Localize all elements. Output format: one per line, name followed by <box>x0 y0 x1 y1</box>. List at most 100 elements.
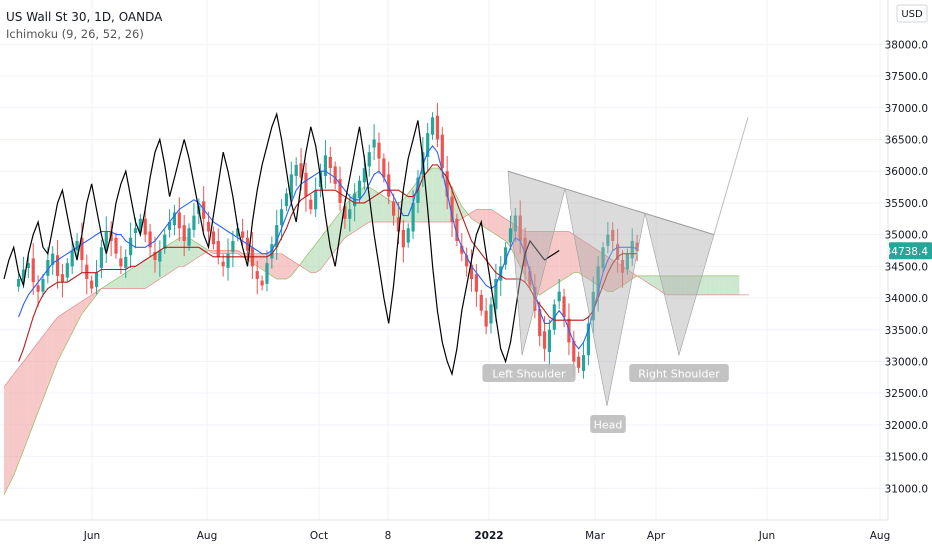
candle-body <box>538 309 542 337</box>
cloud-segment <box>28 348 34 438</box>
cloud-segment <box>422 171 428 222</box>
candle-body <box>299 163 303 178</box>
candle-body <box>17 279 21 287</box>
candle-body <box>377 142 381 159</box>
candle-body <box>581 355 586 371</box>
candle-body <box>221 261 225 267</box>
time-tick-label: Jun <box>83 530 100 542</box>
candle-body <box>426 133 430 157</box>
cloud-segment <box>427 168 433 222</box>
candle-body <box>508 228 513 243</box>
candle-body <box>504 247 508 265</box>
cloud-segment <box>320 231 326 270</box>
cloud-segment <box>646 275 652 286</box>
annotation-text: Head <box>594 419 623 432</box>
cloud-segment <box>690 275 696 295</box>
cloud-segment <box>666 275 672 295</box>
indicator-label[interactable]: Ichimoku (9, 26, 52, 26) <box>6 27 144 41</box>
candle-body <box>26 263 30 268</box>
candle-body <box>562 296 566 318</box>
symbol-title[interactable]: US Wall St 30, 1D, OANDA <box>6 10 163 24</box>
candle-body <box>572 340 576 362</box>
candle-body <box>611 229 615 241</box>
candle-body <box>41 279 45 292</box>
cloud-segment <box>661 275 667 295</box>
candle-body <box>85 264 89 280</box>
candle-body <box>474 274 478 292</box>
candle-body <box>314 190 318 210</box>
cloud-segment <box>52 317 58 375</box>
candle-body <box>494 279 498 310</box>
candle-body <box>153 252 157 260</box>
candle-body <box>158 250 162 262</box>
cloud-segment <box>276 253 282 280</box>
candle-body <box>206 221 211 232</box>
last-price-box <box>889 242 932 260</box>
candle-body <box>362 168 366 183</box>
time-tick-label: Aug <box>197 530 218 542</box>
cloud-segment <box>437 168 443 222</box>
candle-body <box>80 237 84 260</box>
annotation-box <box>482 364 576 382</box>
candle-body <box>231 240 235 253</box>
cloud-segment <box>374 190 379 222</box>
head-label: Head <box>590 415 626 433</box>
candle-body <box>387 174 391 197</box>
candle-body <box>114 237 118 254</box>
candle-body <box>211 231 216 245</box>
candle-body <box>489 304 493 324</box>
cloud-segment <box>364 187 370 226</box>
currency-box <box>896 4 928 23</box>
candle-body <box>270 244 274 259</box>
cloud-segment <box>301 256 306 270</box>
cloud-segment <box>471 209 477 222</box>
candle-body <box>104 231 108 251</box>
left-shoulder-label: Left Shoulder <box>482 364 576 382</box>
price-tick-label: 33000.0 <box>885 356 928 368</box>
currency-label: USD <box>896 4 928 23</box>
candle-body <box>382 158 386 178</box>
time-axis: Jun Aug Oct 8 2022 Mar Apr Jun Aug <box>0 519 890 550</box>
candle-body <box>21 269 26 281</box>
cloud-segment <box>125 269 131 289</box>
cloud-segment <box>403 193 409 222</box>
cloud-segment <box>62 310 68 352</box>
cloud-segment <box>700 275 706 295</box>
price-tick-label: 37500.0 <box>885 71 928 83</box>
candle-body <box>625 253 629 270</box>
price-tick-label: 32000.0 <box>885 420 928 432</box>
cloud-segment <box>724 275 730 295</box>
cloud-segment <box>291 260 297 276</box>
cloud-segment <box>315 237 321 273</box>
target-projection-line <box>713 117 749 235</box>
candle-body <box>348 209 352 219</box>
cloud-segment <box>432 168 438 222</box>
candle-body <box>606 234 610 246</box>
candle-body <box>392 201 396 216</box>
candle-body <box>138 218 142 232</box>
cloud-segment <box>656 275 662 292</box>
candle-body <box>635 242 639 252</box>
price-tick-label: 33500.0 <box>885 325 928 337</box>
annotation-text: Left Shoulder <box>492 368 566 381</box>
price-tick-label: 31500.0 <box>885 452 928 464</box>
cloud-segment <box>42 329 48 400</box>
candle-body <box>226 253 230 268</box>
cloud-segment <box>18 361 24 463</box>
cloud-segment <box>539 231 545 295</box>
cloud-segment <box>715 275 720 295</box>
candle-body <box>620 260 625 273</box>
candle-body <box>591 291 595 321</box>
candle-body <box>133 228 138 234</box>
candle-body <box>435 115 440 140</box>
candle-body <box>450 196 454 222</box>
candle-body <box>51 253 55 265</box>
candle-body <box>616 244 620 260</box>
candle-body <box>547 329 552 352</box>
cloud-segment <box>583 240 589 280</box>
cloud-segment <box>286 256 292 280</box>
candle-body <box>289 174 293 199</box>
cloud-segment <box>77 301 82 324</box>
